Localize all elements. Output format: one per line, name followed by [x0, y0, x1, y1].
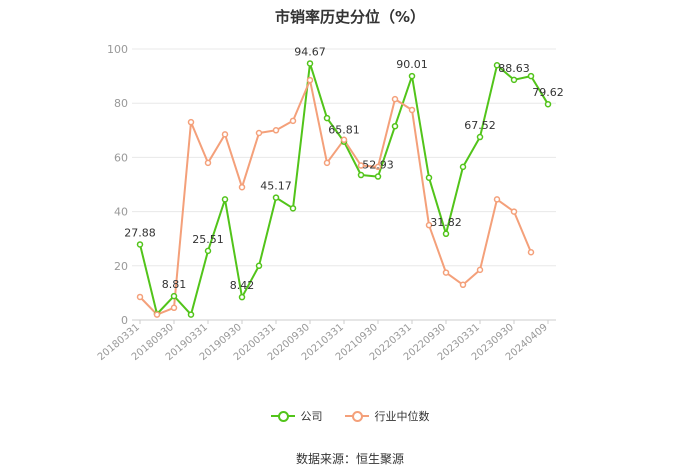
data-label: 31.82 — [430, 216, 462, 229]
data-point — [510, 208, 518, 215]
data-point — [221, 196, 229, 203]
data-point — [136, 241, 144, 248]
y-axis-ticks: 0 20 40 60 80 100 — [107, 43, 128, 327]
legend-line-icon — [344, 411, 369, 422]
data-point — [459, 163, 467, 171]
data-point — [425, 174, 433, 181]
data-point — [136, 293, 144, 301]
y-tick-label: 100 — [107, 43, 128, 56]
data-point — [187, 118, 195, 126]
data-point — [204, 159, 212, 167]
data-point — [391, 95, 399, 103]
data-point — [544, 100, 552, 108]
data-point — [323, 114, 331, 122]
data-point — [153, 311, 161, 318]
data-label: 67.52 — [464, 119, 496, 132]
data-point — [204, 247, 212, 255]
data-point — [187, 311, 195, 318]
data-point — [425, 221, 433, 229]
data-point — [374, 163, 382, 171]
data-label: 45.17 — [260, 180, 292, 193]
legend-item-company[interactable]: 公司 — [270, 408, 323, 424]
data-label: 8.81 — [162, 278, 187, 291]
data-point — [408, 106, 416, 114]
data-label: 94.67 — [294, 45, 326, 58]
data-point — [442, 269, 450, 276]
data-point — [323, 159, 331, 167]
data-point — [272, 127, 280, 134]
data-label: 65.81 — [328, 124, 360, 137]
legend-item-industry-median[interactable]: 行业中位数 — [344, 408, 430, 424]
data-label: 25.51 — [192, 233, 224, 246]
data-label: 88.63 — [498, 62, 530, 75]
series-lines — [139, 62, 549, 316]
data-point — [408, 72, 416, 80]
data-point — [476, 133, 484, 141]
y-tick-label: 60 — [114, 151, 128, 164]
data-point — [255, 262, 263, 270]
data-point — [340, 136, 348, 144]
data-label: 90.01 — [396, 58, 428, 71]
data-point — [289, 205, 297, 212]
data-point — [442, 230, 450, 238]
legend-line-icon — [270, 411, 295, 422]
data-point — [459, 281, 467, 289]
data-label: 27.88 — [124, 226, 156, 239]
data-point — [374, 173, 382, 180]
data-point — [221, 131, 229, 138]
y-tick-label: 0 — [121, 314, 128, 327]
data-point — [357, 162, 365, 169]
y-tick-label: 80 — [114, 97, 128, 110]
data-point — [527, 72, 535, 80]
legend-label-industry-median: 行业中位数 — [374, 410, 430, 423]
data-point — [306, 76, 314, 84]
series-line-0 — [139, 62, 549, 316]
data-point — [170, 304, 178, 312]
data-label: 79.62 — [532, 86, 564, 99]
grid-lines — [132, 48, 556, 321]
data-point — [255, 129, 263, 137]
data-label: 8.42 — [230, 279, 255, 292]
legend-label-company: 公司 — [300, 410, 323, 423]
data-point — [238, 183, 246, 191]
data-point — [493, 62, 501, 69]
series-points — [136, 60, 552, 318]
data-point — [289, 117, 297, 125]
data-point — [306, 60, 314, 67]
legend: 公司 行业中位数 — [0, 408, 700, 424]
y-tick-label: 40 — [114, 206, 128, 219]
data-label: 52.93 — [362, 159, 394, 172]
chart-title: 市销率历史分位（%） — [274, 8, 426, 26]
x-axis: 2018033120180930201903312019093020200331… — [96, 319, 556, 363]
data-point — [510, 76, 518, 84]
data-point — [357, 171, 365, 179]
data-point — [391, 122, 399, 130]
y-tick-label: 20 — [114, 260, 128, 273]
data-point — [493, 196, 501, 203]
series-line-1 — [139, 79, 532, 316]
data-source: 数据来源：恒生聚源 — [295, 452, 404, 466]
data-point — [476, 266, 484, 274]
data-point — [170, 292, 178, 300]
data-point — [527, 249, 535, 256]
data-point — [272, 194, 280, 201]
data-labels: 27.88 8.81 25.51 8.42 45.17 94.67 65.81 52.93 90… — [124, 45, 564, 292]
data-point — [238, 293, 246, 301]
